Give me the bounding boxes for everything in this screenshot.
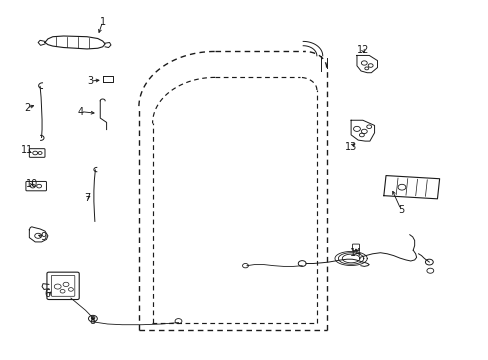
Text: 4: 4 xyxy=(78,107,83,117)
FancyBboxPatch shape xyxy=(29,149,45,157)
Text: 2: 2 xyxy=(24,103,30,113)
FancyBboxPatch shape xyxy=(26,181,46,191)
Text: 3: 3 xyxy=(87,76,93,86)
Text: 1: 1 xyxy=(100,17,105,27)
Text: 5: 5 xyxy=(397,204,403,215)
Text: 11: 11 xyxy=(20,145,33,156)
Polygon shape xyxy=(356,55,377,73)
Text: 12: 12 xyxy=(356,45,368,55)
FancyBboxPatch shape xyxy=(352,244,359,251)
Text: 8: 8 xyxy=(90,316,96,326)
Text: 9: 9 xyxy=(40,232,46,242)
Text: 13: 13 xyxy=(344,142,357,152)
Polygon shape xyxy=(383,176,439,199)
Text: 10: 10 xyxy=(25,179,38,189)
Text: 14: 14 xyxy=(349,248,362,258)
Polygon shape xyxy=(29,227,48,242)
FancyBboxPatch shape xyxy=(47,272,79,300)
Text: 7: 7 xyxy=(84,193,90,203)
Text: 6: 6 xyxy=(45,289,51,300)
Polygon shape xyxy=(350,120,374,141)
Circle shape xyxy=(92,318,94,319)
